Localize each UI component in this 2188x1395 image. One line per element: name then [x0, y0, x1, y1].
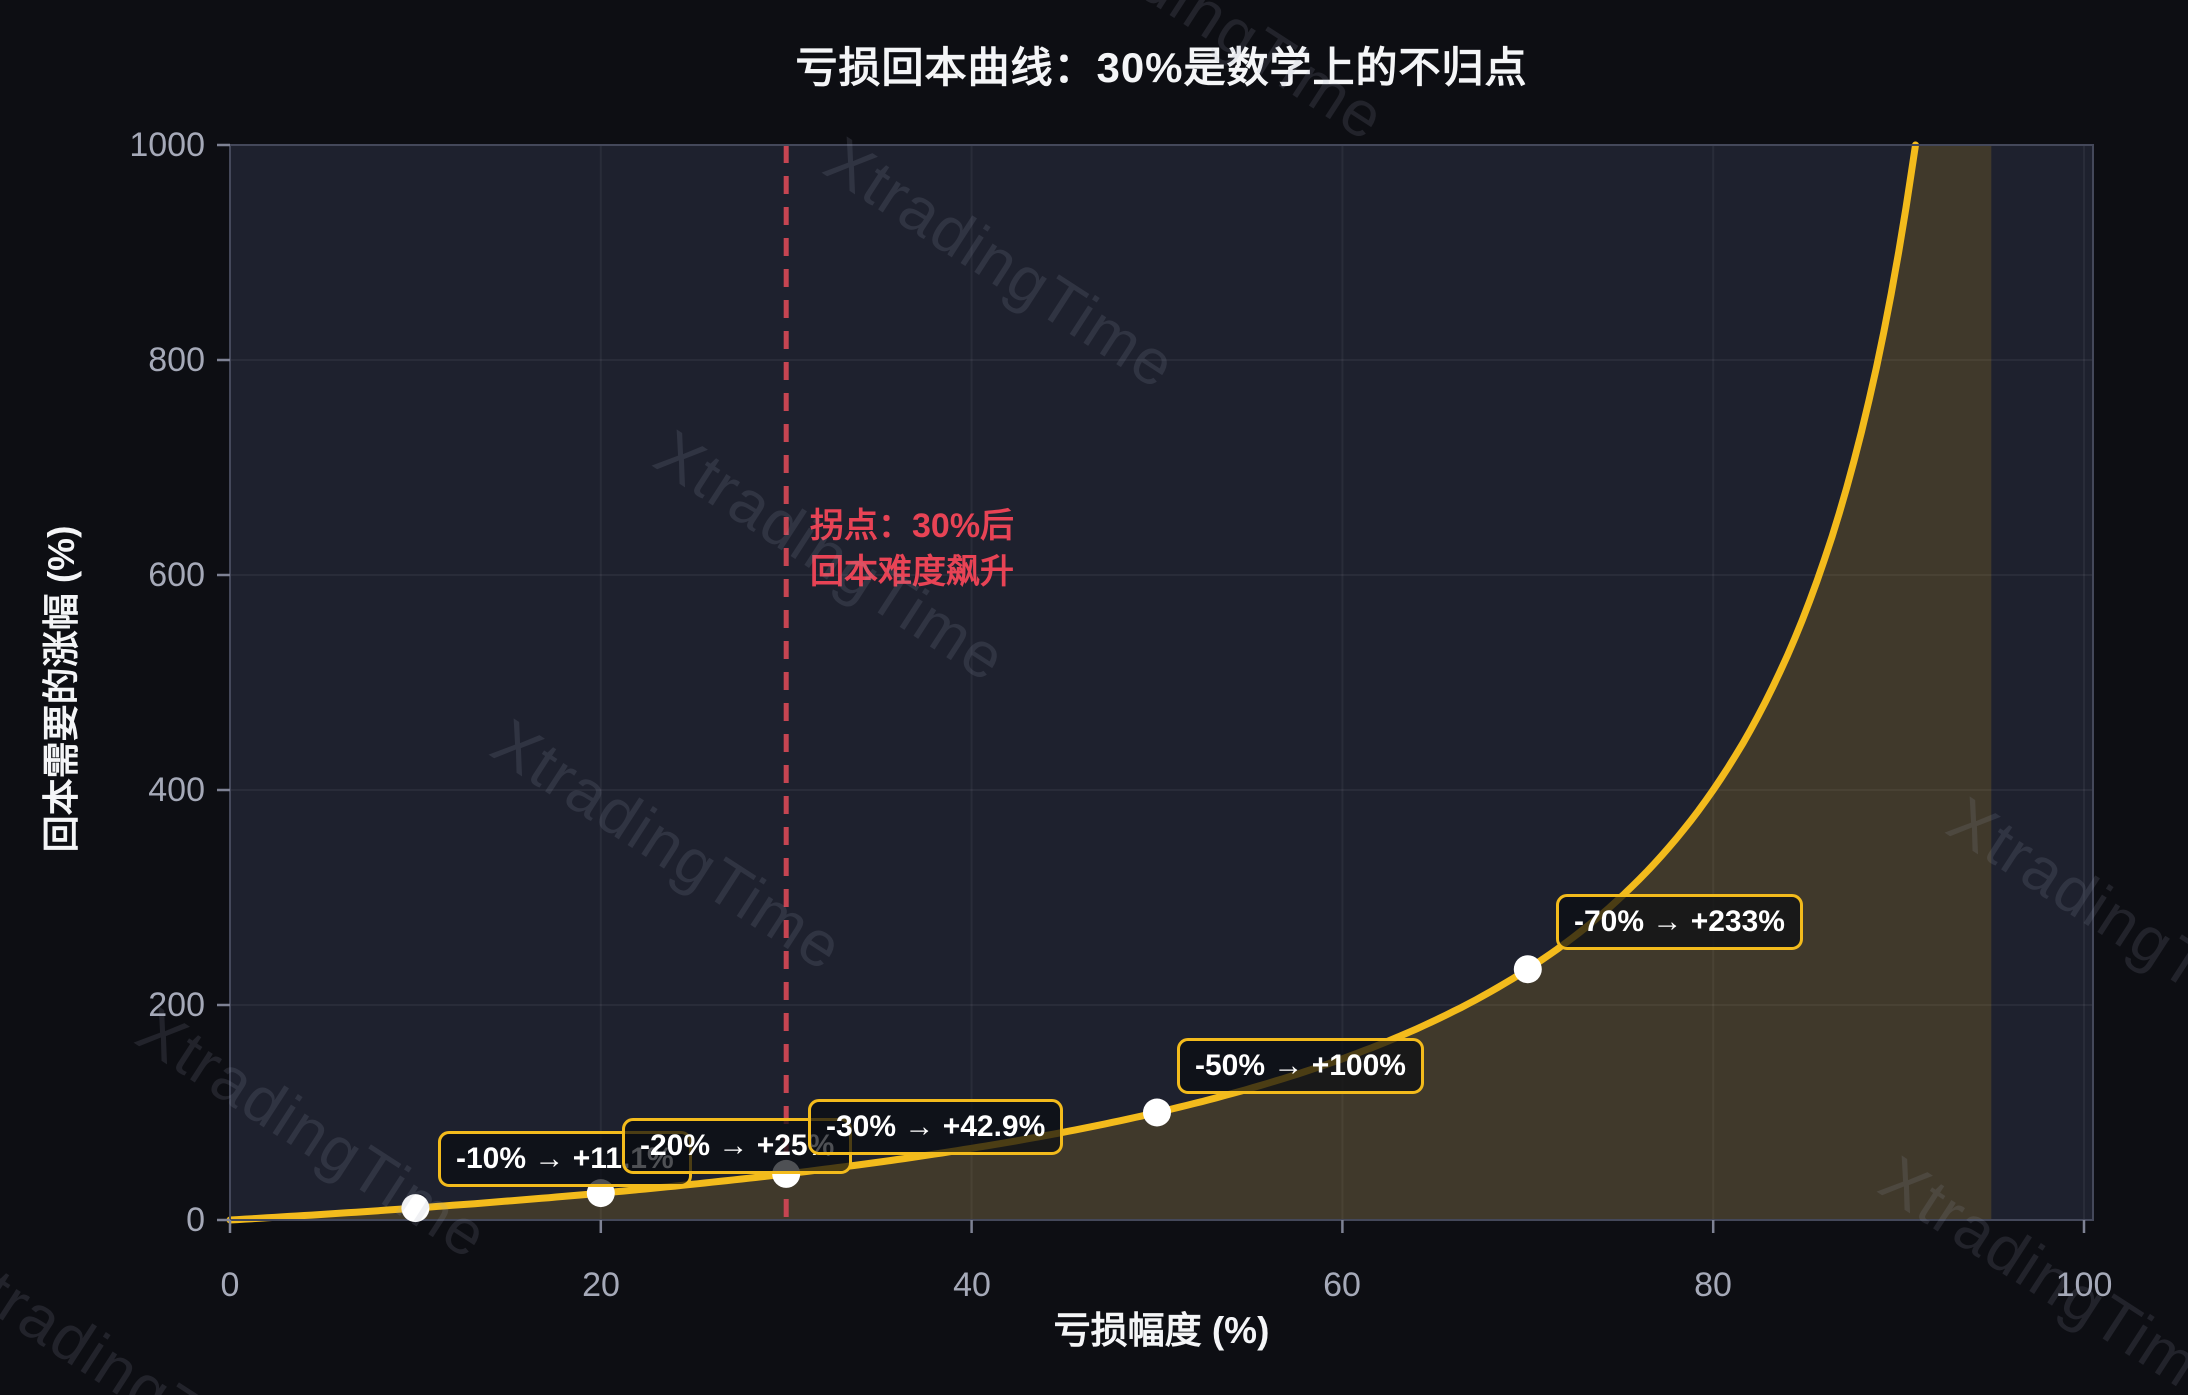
plot-border — [229, 144, 2094, 1221]
area-fill — [230, 145, 1992, 1220]
point-label--30: -30% → +42.9% — [808, 1099, 1064, 1155]
x-tick-label: 20 — [582, 1266, 620, 1304]
inflection-annotation-line2: 回本难度飙升 — [810, 553, 1014, 591]
y-tick-label: 1000 — [129, 126, 205, 164]
x-tick-label: 60 — [1323, 1266, 1361, 1304]
x-tick-label: 0 — [220, 1266, 240, 1304]
y-axis-label: 回本需要的涨幅 (%) — [41, 525, 82, 853]
y-tick-label: 600 — [148, 556, 205, 594]
x-axis-label: 亏损幅度 (%) — [1053, 1310, 1270, 1351]
data-point — [401, 1194, 430, 1223]
data-point — [1513, 955, 1542, 984]
y-tick-label: 800 — [148, 341, 205, 379]
recovery-curve — [226, 141, 1919, 1224]
x-tick-label: 100 — [2055, 1266, 2113, 1304]
x-tick-label: 80 — [1694, 1266, 1732, 1304]
inflection-annotation-line1: 拐点：30%后 — [810, 507, 1015, 545]
point-label--70: -70% → +233% — [1556, 894, 1803, 950]
chart-title: 亏损回本曲线：30%是数学上的不归点 — [795, 44, 1528, 91]
data-point — [1143, 1098, 1171, 1127]
y-tick-label: 400 — [148, 771, 205, 809]
y-tick-label: 0 — [186, 1201, 205, 1239]
plot-area — [230, 145, 2093, 1220]
point-label--50: -50% → +100% — [1177, 1038, 1424, 1094]
y-tick-label: 200 — [148, 986, 205, 1024]
inflection-annotation: 拐点：30%后 回本难度飙升 — [810, 503, 1014, 595]
x-tick-label: 40 — [953, 1266, 991, 1304]
